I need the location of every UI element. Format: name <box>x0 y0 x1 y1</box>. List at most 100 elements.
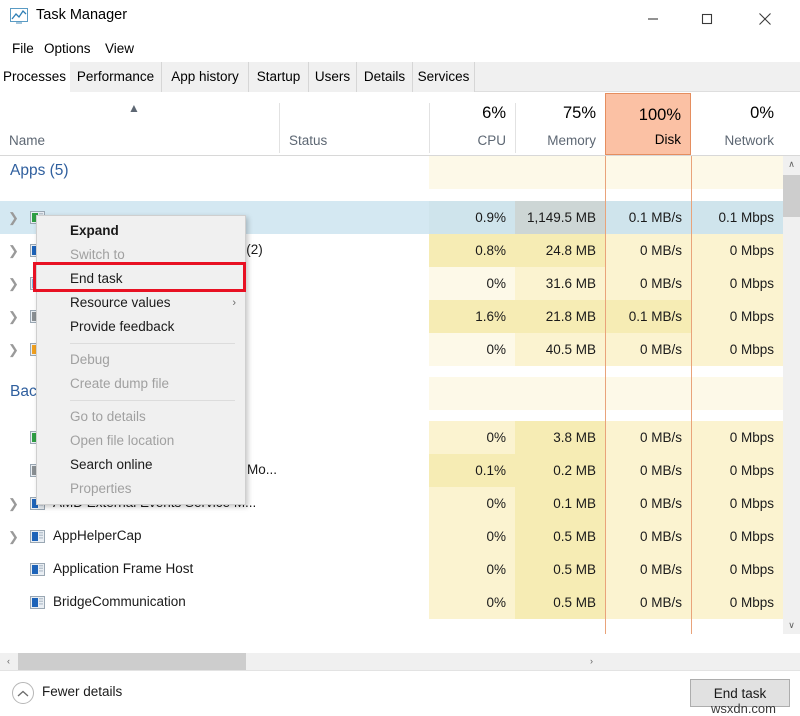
context-menu-item-search-online[interactable]: Search online <box>37 453 245 477</box>
memory-total-percent: 75% <box>562 104 596 122</box>
vertical-scrollbar[interactable]: ∧ ∨ <box>783 156 800 634</box>
context-menu: Expand Switch to End task Resource values › P… <box>36 215 246 505</box>
chevron-right-icon[interactable]: ❯ <box>8 243 19 258</box>
cell-memory: 3.8 MB <box>515 421 605 454</box>
table-row[interactable]: Application Frame Host 0% 0.5 MB 0 MB/s 0 Mb… <box>0 553 783 586</box>
chevron-up-circle-icon <box>12 682 34 704</box>
cell-memory-value: 0.5 MB <box>553 529 596 544</box>
cell-network: 0 Mbps <box>691 300 783 333</box>
cell-network <box>691 377 783 410</box>
chevron-right-icon[interactable]: ❯ <box>8 276 19 291</box>
cell-cpu-value: 0% <box>486 430 506 445</box>
chevron-right-icon[interactable]: ❯ <box>8 496 19 511</box>
scroll-left-icon[interactable]: ‹ <box>7 656 10 666</box>
table-row[interactable]: 0% 3.8 MB 0 MB/s 0 Mbps <box>0 421 783 454</box>
cell-memory-value <box>596 386 605 401</box>
horizontal-scrollbar[interactable]: ‹ › <box>0 653 800 670</box>
close-button[interactable] <box>742 0 788 37</box>
cell-memory: 0.2 MB <box>515 454 605 487</box>
bottom-bar: Fewer details End task wsxdn.com <box>0 670 800 716</box>
context-menu-item-label: Create dump file <box>70 376 170 391</box>
scroll-right-icon[interactable]: › <box>590 656 593 666</box>
task-manager-icon <box>10 8 30 25</box>
cell-cpu-value: 0.8% <box>475 243 506 258</box>
menu-file[interactable]: File <box>12 41 34 56</box>
cell-memory: 21.8 MB <box>515 300 605 333</box>
process-group-header[interactable]: Apps (5) <box>0 156 783 189</box>
context-menu-item-label: Properties <box>70 481 132 496</box>
scroll-up-icon[interactable]: ∧ <box>788 159 795 169</box>
column-header-status[interactable]: Status <box>280 92 429 155</box>
chevron-right-icon: › <box>232 297 236 309</box>
column-divider <box>691 156 692 634</box>
process-icon <box>30 529 45 544</box>
cell-cpu-value: 0.1% <box>475 463 506 478</box>
cell-network: 0 Mbps <box>691 553 783 586</box>
cell-disk-value: 0 MB/s <box>639 595 682 610</box>
cell-memory-value: 21.8 MB <box>545 309 596 324</box>
column-header-memory[interactable]: 75% Memory <box>516 92 605 155</box>
column-header-cpu[interactable]: 6% CPU <box>430 92 515 155</box>
context-menu-item-provide-feedback[interactable]: Provide feedback <box>37 315 245 339</box>
context-menu-item-expand[interactable]: Expand <box>37 219 245 243</box>
end-task-button[interactable]: End task <box>690 679 790 707</box>
column-header-network-label: Network <box>724 133 774 148</box>
context-menu-item-resource-values[interactable]: Resource values › <box>37 291 245 315</box>
column-header-status-label: Status <box>289 133 328 148</box>
chevron-right-icon[interactable]: ❯ <box>8 529 19 544</box>
cell-network-value: 0 Mbps <box>729 276 774 291</box>
menu-bar: File Options View <box>0 37 800 60</box>
cell-network: 0 Mbps <box>691 520 783 553</box>
context-menu-item-label: Open file location <box>70 433 175 448</box>
cell-disk: 0 MB/s <box>605 234 691 267</box>
cell-cpu: 0.8% <box>429 234 515 267</box>
menu-view[interactable]: View <box>105 41 135 56</box>
cell-network: 0 Mbps <box>691 333 783 366</box>
cell-cpu-value: 0% <box>486 529 506 544</box>
cell-network <box>691 156 783 189</box>
table-row[interactable]: BridgeCommunication 0% 0.5 MB 0 MB/s 0 Mbps <box>0 586 783 619</box>
tab-services[interactable]: Services <box>413 62 475 92</box>
tab-users[interactable]: Users <box>309 62 357 92</box>
process-group-header[interactable]: Bac <box>0 377 783 410</box>
column-header-network[interactable]: 0% Network <box>692 92 783 155</box>
disk-total-percent: 100% <box>638 106 681 124</box>
cell-network-value: 0 Mbps <box>729 430 774 445</box>
vertical-scrollbar-thumb[interactable] <box>783 175 800 217</box>
minimize-button[interactable] <box>630 0 676 37</box>
tab-details[interactable]: Details <box>357 62 413 92</box>
tab-app-history[interactable]: App history <box>162 62 249 92</box>
scroll-down-icon[interactable]: ∨ <box>788 620 795 630</box>
table-row[interactable]: ❯ AppHelperCap 0% 0.5 MB 0 MB/s 0 Mbps <box>0 520 783 553</box>
cell-cpu: 0% <box>429 586 515 619</box>
maximize-button[interactable] <box>684 0 730 37</box>
cell-cpu-value: 1.6% <box>475 309 506 324</box>
chevron-right-icon[interactable]: ❯ <box>8 210 19 225</box>
tab-performance[interactable]: Performance <box>70 62 162 92</box>
horizontal-scrollbar-thumb[interactable] <box>18 653 246 670</box>
cell-memory-value: 0.2 MB <box>553 463 596 478</box>
menu-options[interactable]: Options <box>44 41 91 56</box>
table-row[interactable]: ❯AMD External Events Service M...0%0.1 M… <box>0 487 783 520</box>
cell-cpu: 0.9% <box>429 201 515 234</box>
process-name: Application Frame Host <box>53 561 194 576</box>
context-menu-item-label: Resource values <box>70 295 171 310</box>
table-row[interactable]: ❯) (2) 0.8% 24.8 MB 0 MB/s 0 Mbps <box>0 234 783 267</box>
cell-memory: 0.5 MB <box>515 520 605 553</box>
chevron-right-icon[interactable]: ❯ <box>8 309 19 324</box>
cell-memory-value <box>596 165 605 180</box>
cell-disk-value: 0 MB/s <box>639 243 682 258</box>
chevron-right-icon[interactable]: ❯ <box>8 342 19 357</box>
cell-memory-value: 3.8 MB <box>553 430 596 445</box>
column-header-disk[interactable]: 100% Disk <box>605 93 691 155</box>
cell-memory: 31.6 MB <box>515 267 605 300</box>
cell-network: 0 Mbps <box>691 487 783 520</box>
tab-processes[interactable]: Processes <box>0 62 70 92</box>
cell-memory-value: 1,149.5 MB <box>526 210 596 225</box>
tab-startup[interactable]: Startup <box>249 62 309 92</box>
cell-memory: 0.5 MB <box>515 553 605 586</box>
column-header-name[interactable]: Name ▲ <box>0 92 279 155</box>
context-menu-item-end-task[interactable]: End task <box>37 267 245 291</box>
cell-cpu-value: 0.9% <box>475 210 506 225</box>
context-menu-item-label: Search online <box>70 457 153 472</box>
